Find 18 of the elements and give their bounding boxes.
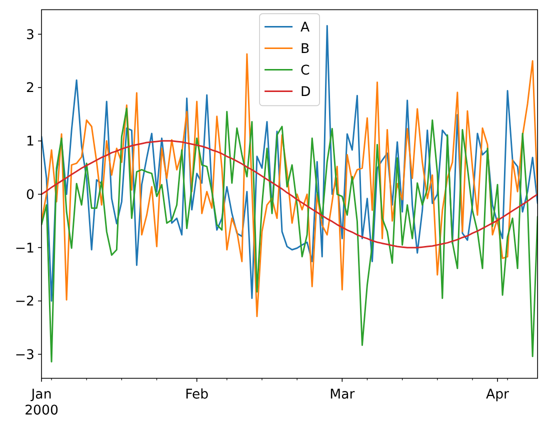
line-series: [42, 140, 538, 248]
y-tick-label: −2: [14, 294, 34, 310]
y-tick-label: 2: [26, 81, 34, 96]
y-tick-label: 1: [26, 134, 34, 150]
legend-label: A: [300, 20, 310, 36]
x-tick-label: Apr: [486, 388, 510, 403]
legend-label: D: [300, 84, 311, 100]
y-tick-label: −1: [14, 241, 34, 256]
line-series: [42, 53, 538, 318]
legend-label: B: [300, 42, 310, 57]
y-tick-label: −3: [14, 348, 34, 363]
x-tick-label: Jan 2000: [24, 388, 58, 419]
y-tick-label: 0: [26, 188, 34, 203]
x-tick-label: Feb: [185, 388, 209, 403]
legend-label: C: [300, 63, 310, 78]
y-tick-label: 3: [26, 28, 34, 43]
x-tick-label: Mar: [330, 388, 356, 403]
line-series: [42, 108, 538, 363]
